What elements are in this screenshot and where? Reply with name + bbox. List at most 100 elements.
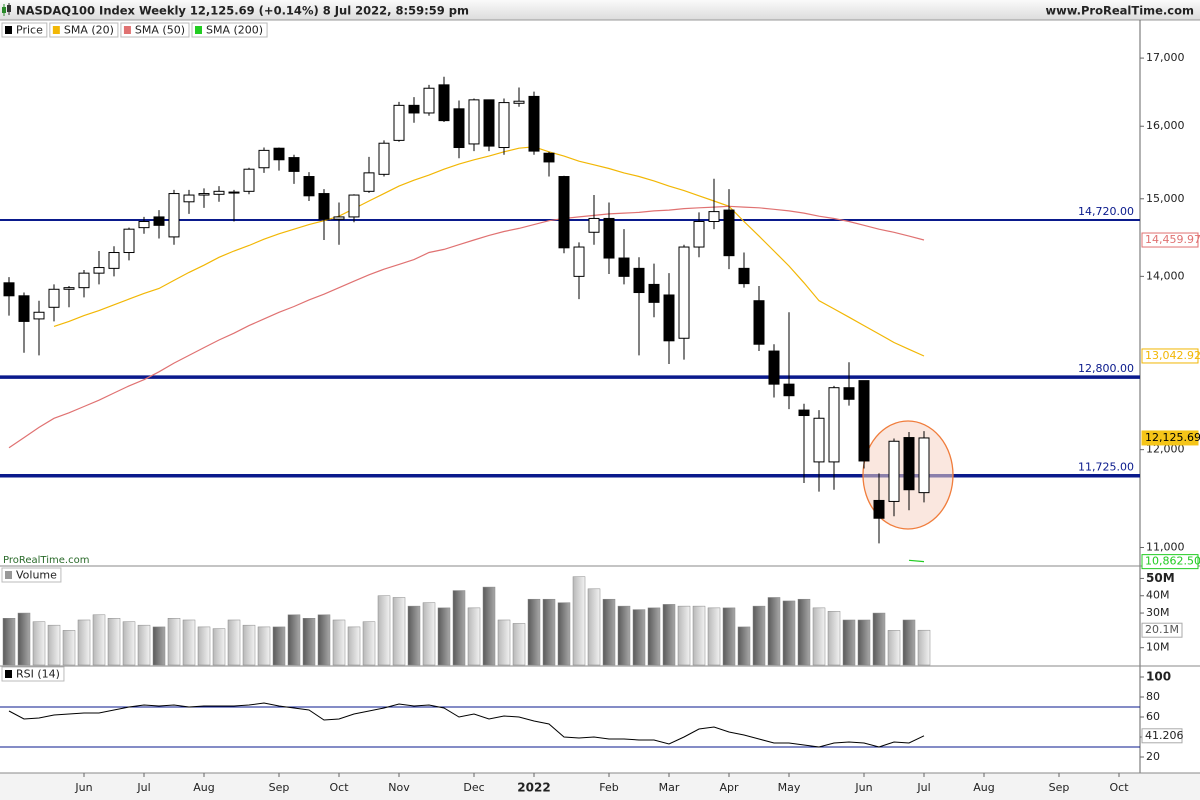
volume-bar (842, 619, 856, 666)
x-tick-label: Oct (1109, 781, 1129, 794)
volume-bar (812, 607, 826, 666)
candle-body (783, 383, 795, 397)
last-value-label: 14,459.97 (1145, 233, 1200, 246)
volume-bar (347, 626, 361, 666)
volume-bar (827, 611, 841, 666)
candle-body (543, 152, 555, 163)
legend-label: Volume (16, 569, 57, 582)
watermark: ProRealTime.com (3, 555, 89, 566)
x-tick-label: Dec (463, 781, 484, 794)
sma-line (8, 205, 925, 449)
volume-bar (887, 630, 901, 666)
chart-title: NASDAQ100 Index Weekly 12,125.69 (+0.14%… (16, 4, 469, 18)
x-tick-label: Sep (269, 781, 290, 794)
volume-bar (797, 598, 811, 666)
x-tick-label: Jul (136, 781, 150, 794)
y-tick-label: 15,000 (1146, 192, 1185, 205)
last-value-box (1141, 348, 1199, 364)
volume-bar (692, 605, 706, 666)
candle-body (798, 409, 810, 417)
volume-bar (107, 618, 121, 666)
candle-body (213, 190, 225, 195)
volume-bar (122, 621, 136, 666)
last-value-box (1141, 232, 1199, 248)
volume-bar (767, 597, 781, 666)
volume-bar (152, 626, 166, 666)
volume-bar (362, 621, 376, 666)
candle-body (138, 221, 150, 229)
candle-body (843, 387, 855, 400)
candle-body (708, 211, 720, 223)
candle-body (918, 437, 930, 494)
legend-box (191, 22, 268, 38)
legend-label: RSI (14) (16, 668, 60, 681)
volume-bar (137, 624, 151, 666)
h-level-label: 14,720.00 (1078, 205, 1134, 218)
candle-body (153, 216, 165, 226)
volume-bar (872, 612, 886, 666)
volume-bar (377, 595, 391, 666)
volume-bar (782, 600, 796, 666)
volume-bar (2, 618, 16, 666)
volume-bar (587, 588, 601, 666)
legend-label: SMA (50) (135, 24, 185, 37)
volume-bar (482, 586, 496, 666)
y-tick-label: 50M (1146, 571, 1175, 585)
volume-bar (452, 590, 466, 666)
volume-bar (572, 576, 586, 666)
candle-body (303, 176, 315, 197)
volume-bar (542, 598, 556, 666)
volume-bar (557, 602, 571, 666)
volume-bar (857, 619, 871, 666)
candle-body (498, 102, 510, 149)
candle-body (693, 221, 705, 248)
y-tick-label: 12,000 (1146, 443, 1185, 456)
legend-box (120, 22, 190, 38)
sma-line (908, 559, 925, 563)
candle-body (603, 217, 615, 259)
candle-body (408, 104, 420, 114)
candle-body (588, 217, 600, 233)
volume-bar (257, 626, 271, 666)
candle-body (18, 295, 30, 322)
candle-body (453, 108, 465, 149)
candle-body (528, 95, 540, 152)
x-tick-label: Aug (193, 781, 214, 794)
source: www.ProRealTime.com (1045, 4, 1194, 18)
volume-bar (467, 607, 481, 666)
candle-body (648, 283, 660, 303)
candle-body (78, 272, 90, 289)
candle-body (678, 246, 690, 339)
candle-body (378, 142, 390, 175)
legend-item: SMA (20) (49, 22, 119, 38)
y-tick-label: 60 (1146, 710, 1160, 723)
legend-box (49, 22, 119, 38)
volume-bar (677, 605, 691, 666)
x-tick-label: Sep (1049, 781, 1070, 794)
x-tick-label: 2022 (517, 781, 550, 795)
volume-bar (92, 614, 106, 666)
h-level-label: 11,725.00 (1078, 461, 1134, 474)
legend-box (1, 567, 62, 583)
candle-body (93, 267, 105, 274)
last-value-label: 41.206 (1145, 729, 1184, 742)
last-value-label: 12,125.69 (1145, 431, 1200, 444)
y-tick-label: 14,000 (1146, 269, 1185, 282)
last-value-box (1141, 728, 1183, 744)
legend-swatch (5, 670, 12, 678)
last-value-label: 20.1M (1145, 623, 1179, 636)
volume-bar (512, 623, 526, 666)
candle-body (198, 193, 210, 196)
header-icon (2, 3, 11, 16)
candle-body (273, 147, 285, 161)
volume-bar (602, 598, 616, 666)
volume-bar (497, 619, 511, 666)
x-tick-label: Jun (854, 781, 872, 794)
last-value-box (1141, 622, 1183, 638)
candle-body (183, 194, 195, 203)
volume-bar (302, 618, 316, 666)
legend-swatch (123, 26, 131, 34)
volume-bar (722, 607, 736, 666)
